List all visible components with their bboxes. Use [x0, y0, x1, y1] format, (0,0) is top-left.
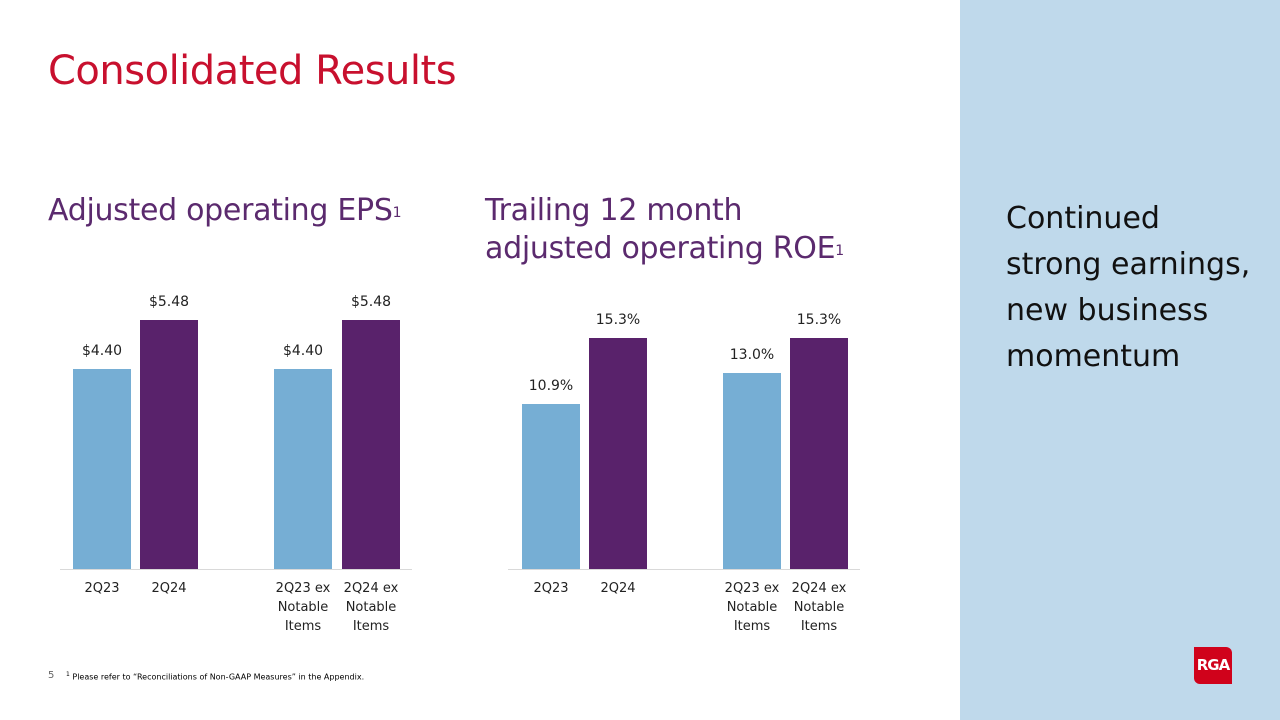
data-label: 13.0% — [729, 346, 775, 363]
charts-area: $4.40 2Q23 $5.48 2Q24 $4.40 2Q23 ex Notable I… — [60, 294, 860, 634]
data-label: $5.48 — [350, 294, 392, 310]
footnote: 1 Please refer to “Reconciliations of No… — [66, 671, 364, 682]
page-number: 5 — [48, 670, 55, 681]
page-title: Consolidated Results — [48, 48, 457, 94]
bar — [723, 372, 781, 569]
category-label: 2Q23 — [533, 581, 569, 596]
eps-title-text: Adjusted operating EPS — [48, 193, 393, 228]
bar — [274, 369, 332, 569]
data-label: 15.3% — [595, 312, 641, 328]
category-label: 2Q23 ex Notable Items — [275, 581, 331, 634]
bar — [140, 320, 198, 569]
category-label: 2Q23 — [84, 581, 120, 596]
footnote-marker: 1 — [66, 671, 70, 678]
bar — [73, 369, 131, 569]
category-label: 2Q24 ex Notable Items — [791, 581, 847, 634]
roe-chart-title: Trailing 12 month adjusted operating ROE1 — [485, 192, 844, 268]
footnote-marker: 1 — [835, 243, 844, 259]
eps-chart-title: Adjusted operating EPS1 — [48, 192, 401, 230]
rga-logo: RGA — [1194, 647, 1232, 684]
category-label: 2Q24 ex Notable Items — [343, 581, 399, 634]
bar — [522, 404, 580, 569]
panel-message: Continued strong earnings, new business … — [1006, 201, 1251, 374]
footnote-marker: 1 — [392, 205, 402, 221]
roe-title-line1: Trailing 12 month — [485, 193, 743, 228]
bar — [342, 320, 400, 569]
data-label: 10.9% — [528, 378, 574, 395]
data-label: $4.40 — [282, 343, 324, 360]
roe-title-line2: adjusted operating ROE — [485, 231, 836, 266]
data-label: $5.48 — [148, 294, 190, 310]
x-axis — [508, 569, 860, 570]
footnote-text: Please refer to “Reconciliations of Non-… — [72, 672, 365, 682]
bar — [589, 338, 647, 569]
category-label: 2Q23 ex Notable Items — [724, 581, 780, 634]
category-label: 2Q24 — [151, 581, 187, 596]
x-axis — [60, 569, 412, 570]
data-label: $4.40 — [81, 343, 123, 360]
bar — [790, 338, 848, 569]
category-label: 2Q24 — [600, 581, 636, 596]
data-label: 15.3% — [796, 312, 842, 328]
side-panel — [960, 0, 1280, 720]
